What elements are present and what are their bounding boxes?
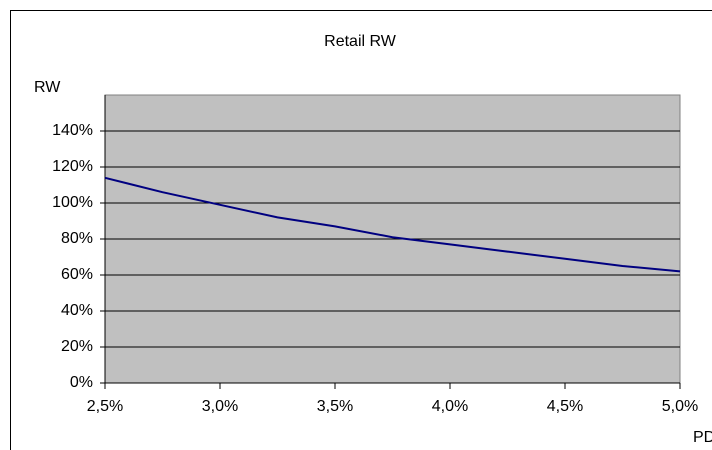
y-tick-label: 20% bbox=[61, 338, 93, 355]
x-axis-title: PD bbox=[693, 429, 712, 446]
y-tick-label: 40% bbox=[61, 302, 93, 319]
y-tick-label: 60% bbox=[61, 266, 93, 283]
y-tick-label: 80% bbox=[61, 230, 93, 247]
x-tick-label: 3,5% bbox=[317, 398, 353, 415]
y-tick-label: 100% bbox=[52, 194, 93, 211]
x-tick-label: 3,0% bbox=[202, 398, 238, 415]
data-line bbox=[104, 176, 681, 273]
x-tick-label: 5,0% bbox=[662, 398, 698, 415]
y-axis-title: RW bbox=[34, 79, 61, 96]
x-tick-label: 4,5% bbox=[547, 398, 583, 415]
x-tick-label: 2,5% bbox=[87, 398, 123, 415]
y-tick-label: 120% bbox=[52, 158, 93, 175]
chart-title: Retail RW bbox=[324, 33, 397, 50]
y-tick-label: 0% bbox=[70, 374, 93, 391]
x-tick-label: 4,0% bbox=[432, 398, 468, 415]
y-tick-label: 140% bbox=[52, 122, 93, 139]
